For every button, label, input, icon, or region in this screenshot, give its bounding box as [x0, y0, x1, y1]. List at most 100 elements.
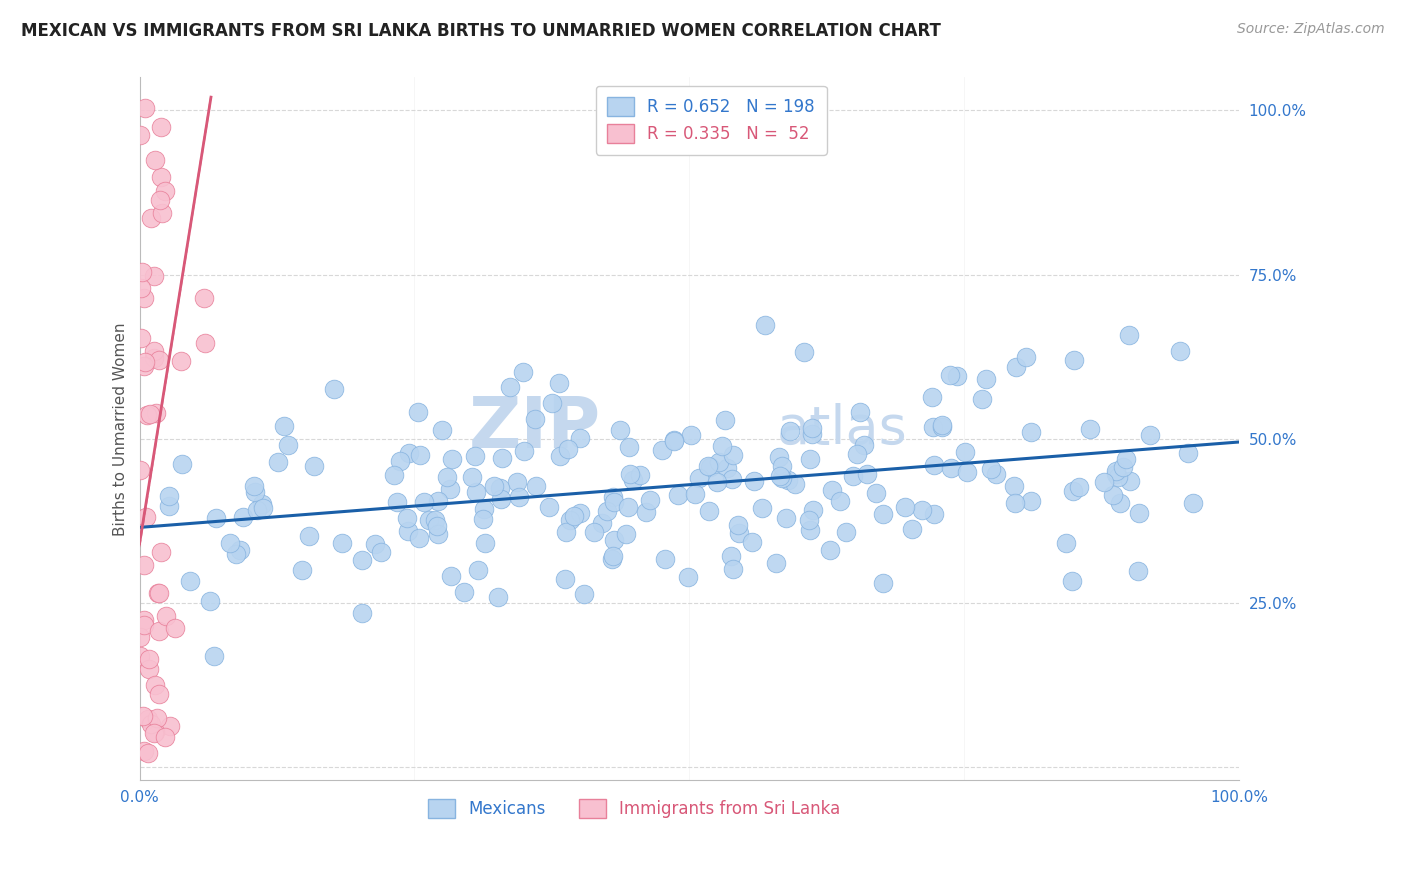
Point: [486, 590, 509, 604]
Point: [799, 523, 821, 537]
Point: [628, 467, 651, 482]
Point: [246, 503, 269, 517]
Point: [617, 440, 640, 454]
Point: [721, 448, 744, 462]
Point: [775, 510, 797, 524]
Point: [634, 505, 657, 519]
Point: [426, 519, 449, 533]
Text: atlas: atlas: [778, 403, 908, 455]
Point: [602, 549, 624, 563]
Point: [149, 169, 172, 184]
Point: [562, 509, 585, 524]
Point: [1118, 474, 1140, 488]
Point: [568, 506, 591, 520]
Point: [1139, 428, 1161, 442]
Point: [322, 382, 344, 396]
Point: [440, 451, 463, 466]
Point: [1115, 451, 1137, 466]
Point: [1107, 470, 1129, 484]
Point: [143, 725, 166, 739]
Point: [524, 479, 547, 493]
Point: [387, 494, 409, 508]
Point: [716, 460, 738, 475]
Point: [143, 343, 166, 358]
Point: [330, 536, 353, 550]
Point: [148, 586, 170, 600]
Point: [396, 524, 419, 538]
Point: [148, 687, 170, 701]
Point: [143, 268, 166, 283]
Point: [922, 507, 945, 521]
Point: [491, 450, 513, 465]
Point: [558, 513, 581, 527]
Point: [132, 744, 155, 758]
Point: [1019, 494, 1042, 508]
Point: [801, 502, 824, 516]
Point: [1181, 496, 1204, 510]
Point: [141, 717, 163, 731]
Point: [799, 513, 821, 527]
Point: [243, 479, 266, 493]
Point: [548, 376, 571, 391]
Point: [138, 662, 160, 676]
Point: [149, 544, 172, 558]
Point: [439, 483, 461, 497]
Point: [250, 497, 273, 511]
Point: [134, 101, 156, 115]
Point: [150, 205, 173, 219]
Point: [406, 405, 429, 419]
Point: [714, 413, 737, 427]
Point: [267, 455, 290, 469]
Point: [1060, 574, 1083, 589]
Point: [638, 493, 661, 508]
Point: [129, 331, 152, 345]
Point: [709, 455, 731, 469]
Point: [460, 469, 482, 483]
Point: [426, 527, 449, 541]
Point: [1063, 352, 1085, 367]
Point: [721, 562, 744, 576]
Point: [720, 549, 742, 564]
Point: [801, 420, 824, 434]
Point: [664, 433, 686, 447]
Point: [146, 711, 169, 725]
Point: [842, 469, 865, 483]
Point: [482, 479, 505, 493]
Point: [651, 442, 673, 457]
Point: [602, 490, 624, 504]
Point: [751, 501, 773, 516]
Point: [138, 652, 160, 666]
Point: [1092, 475, 1115, 489]
Point: [298, 529, 321, 543]
Point: [770, 470, 793, 484]
Text: ZIP: ZIP: [470, 394, 602, 463]
Y-axis label: Births to Unmarried Women: Births to Unmarried Women: [114, 322, 128, 535]
Point: [427, 494, 450, 508]
Point: [617, 500, 640, 515]
Point: [142, 351, 165, 365]
Point: [364, 537, 387, 551]
Point: [465, 485, 488, 500]
Point: [243, 484, 266, 499]
Point: [291, 563, 314, 577]
Point: [776, 473, 799, 487]
Point: [136, 712, 159, 726]
Point: [273, 419, 295, 434]
Point: [662, 434, 685, 449]
Point: [614, 526, 637, 541]
Point: [370, 544, 392, 558]
Point: [681, 427, 703, 442]
Point: [668, 488, 690, 502]
Point: [783, 477, 806, 491]
Point: [132, 709, 155, 723]
Point: [799, 451, 821, 466]
Point: [132, 558, 155, 573]
Point: [1168, 343, 1191, 358]
Point: [157, 489, 180, 503]
Point: [728, 525, 751, 540]
Point: [572, 587, 595, 601]
Point: [489, 491, 512, 506]
Point: [856, 467, 879, 482]
Point: [129, 649, 152, 664]
Point: [382, 467, 405, 482]
